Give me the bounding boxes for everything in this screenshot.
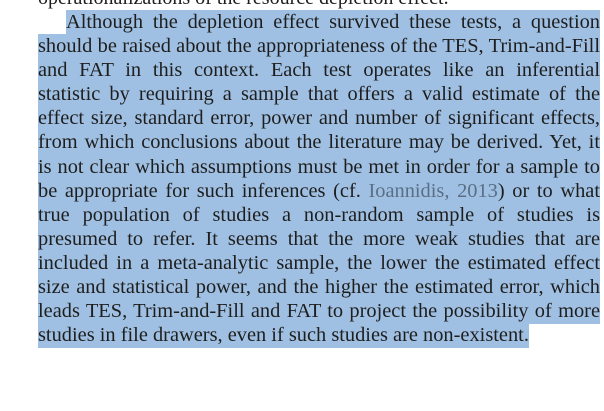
previous-line-fragment: operationalizations of the resource depl…	[38, 0, 600, 10]
citation-link[interactable]: Ioannidis, 2013	[368, 179, 498, 202]
document-page: operationalizations of the resource depl…	[38, 0, 600, 411]
selected-paragraph[interactable]: Although the depletion effect survived t…	[38, 10, 600, 349]
selection-highlight: Although the depletion effect survived t…	[38, 10, 600, 349]
paragraph-text-before-citation: Although the depletion effect survived t…	[38, 11, 600, 202]
paragraph-text-after-citation: ) or to what true population of studies …	[38, 179, 600, 347]
